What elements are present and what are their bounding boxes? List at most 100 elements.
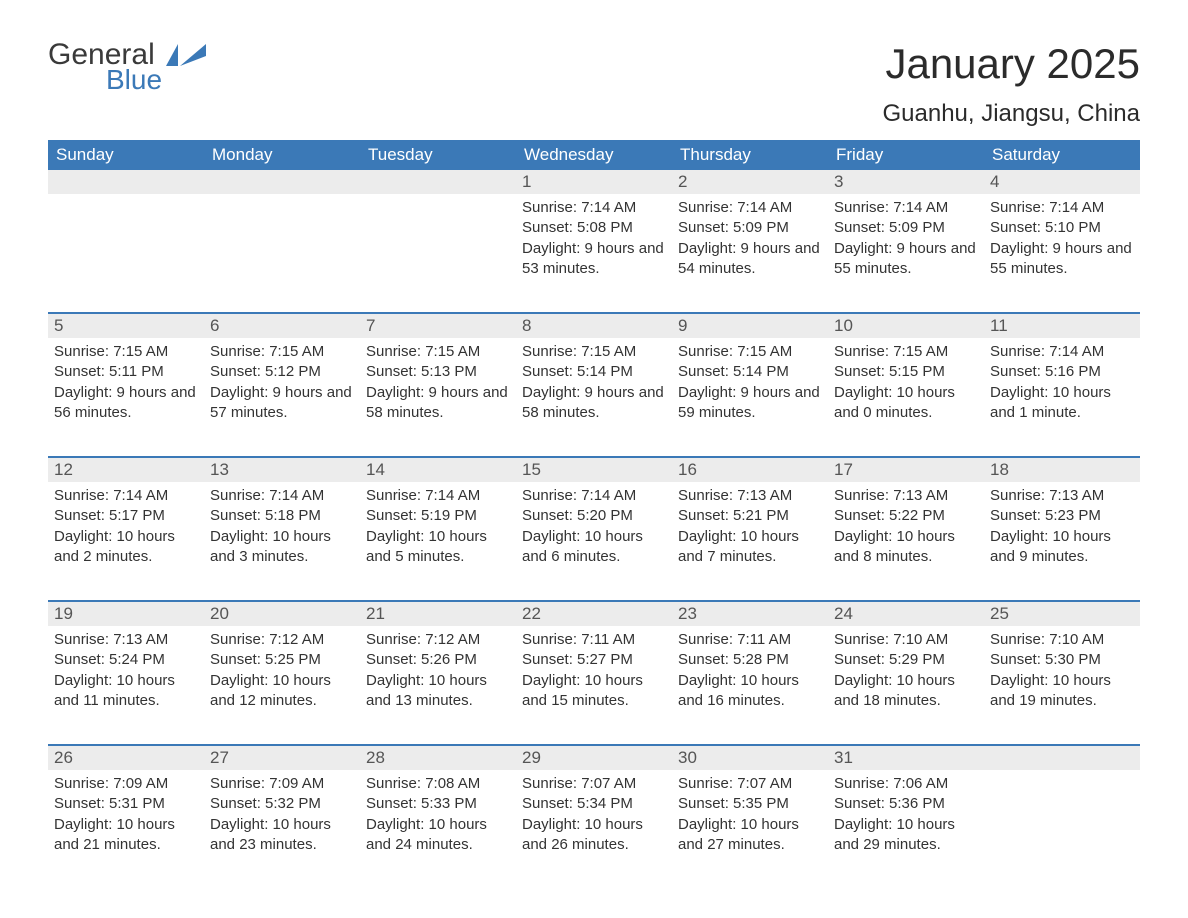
sunset-text: Sunset: 5:34 PM [522,794,666,814]
sunset-text: Sunset: 5:15 PM [834,362,978,382]
header: General Blue January 2025 Guanhu, Jiangs… [48,40,1140,128]
day-cell [48,170,204,298]
day-details: Sunrise: 7:07 AMSunset: 5:35 PMDaylight:… [672,770,828,861]
day-cell: 2Sunrise: 7:14 AMSunset: 5:09 PMDaylight… [672,170,828,298]
day-cell: 28Sunrise: 7:08 AMSunset: 5:33 PMDayligh… [360,746,516,874]
day-cell: 20Sunrise: 7:12 AMSunset: 5:25 PMDayligh… [204,602,360,730]
sunset-text: Sunset: 5:29 PM [834,650,978,670]
week-row: 19Sunrise: 7:13 AMSunset: 5:24 PMDayligh… [48,600,1140,730]
day-cell: 16Sunrise: 7:13 AMSunset: 5:21 PMDayligh… [672,458,828,586]
day-cell: 19Sunrise: 7:13 AMSunset: 5:24 PMDayligh… [48,602,204,730]
day-cell: 7Sunrise: 7:15 AMSunset: 5:13 PMDaylight… [360,314,516,442]
sunrise-text: Sunrise: 7:07 AM [522,774,666,794]
sunset-text: Sunset: 5:16 PM [990,362,1134,382]
daylight-text: Daylight: 10 hours and 26 minutes. [522,815,666,856]
day-cell [360,170,516,298]
day-cell: 29 Sunrise: 7:07 AMSunset: 5:34 PMDayligh… [516,746,672,874]
day-cell: 17Sunrise: 7:13 AMSunset: 5:22 PMDayligh… [828,458,984,586]
day-header: Wednesday [516,140,672,170]
daylight-text: Daylight: 10 hours and 11 minutes. [54,671,198,712]
day-details: Sunrise: 7:13 AMSunset: 5:21 PMDaylight:… [672,482,828,573]
date-number: 29 [516,746,672,770]
sunrise-text: Sunrise: 7:07 AM [678,774,822,794]
page-subtitle: Guanhu, Jiangsu, China [882,100,1140,128]
day-cell: 10Sunrise: 7:15 AMSunset: 5:15 PMDayligh… [828,314,984,442]
sunset-text: Sunset: 5:31 PM [54,794,198,814]
day-details [204,194,360,204]
date-number: 31 [828,746,984,770]
day-cell: 9Sunrise: 7:15 AMSunset: 5:14 PMDaylight… [672,314,828,442]
page-title: January 2025 [882,40,1140,88]
day-details: Sunrise: 7:14 AMSunset: 5:16 PMDaylight:… [984,338,1140,429]
date-number: 30 [672,746,828,770]
sunrise-text: Sunrise: 7:13 AM [678,486,822,506]
daylight-text: Daylight: 9 hours and 59 minutes. [678,383,822,424]
sunset-text: Sunset: 5:35 PM [678,794,822,814]
day-cell: 8Sunrise: 7:15 AMSunset: 5:14 PMDaylight… [516,314,672,442]
date-number: 17 [828,458,984,482]
day-cell: 1Sunrise: 7:14 AMSunset: 5:08 PMDaylight… [516,170,672,298]
date-number: 19 [48,602,204,626]
week-row: 5Sunrise: 7:15 AMSunset: 5:11 PMDaylight… [48,312,1140,442]
sunrise-text: Sunrise: 7:14 AM [990,198,1134,218]
day-details: Sunrise: 7:09 AMSunset: 5:31 PMDaylight:… [48,770,204,861]
date-number: 23 [672,602,828,626]
daylight-text: Daylight: 10 hours and 5 minutes. [366,527,510,568]
day-details: Sunrise: 7:15 AMSunset: 5:11 PMDaylight:… [48,338,204,429]
date-number: 4 [984,170,1140,194]
day-cell: 13Sunrise: 7:14 AMSunset: 5:18 PMDayligh… [204,458,360,586]
sunrise-text: Sunrise: 7:14 AM [54,486,198,506]
day-details [360,194,516,204]
sunrise-text: Sunrise: 7:13 AM [54,630,198,650]
date-number: 20 [204,602,360,626]
date-number: 5 [48,314,204,338]
sunrise-text: Sunrise: 7:06 AM [834,774,978,794]
day-cell: 14Sunrise: 7:14 AMSunset: 5:19 PMDayligh… [360,458,516,586]
date-number: 6 [204,314,360,338]
day-cell: 4Sunrise: 7:14 AMSunset: 5:10 PMDaylight… [984,170,1140,298]
day-cell: 15Sunrise: 7:14 AMSunset: 5:20 PMDayligh… [516,458,672,586]
day-cell: 21Sunrise: 7:12 AMSunset: 5:26 PMDayligh… [360,602,516,730]
sunrise-text: Sunrise: 7:10 AM [990,630,1134,650]
day-details: Sunrise: 7:14 AMSunset: 5:20 PMDaylight:… [516,482,672,573]
week-row: 12Sunrise: 7:14 AMSunset: 5:17 PMDayligh… [48,456,1140,586]
day-details: Sunrise: 7:13 AMSunset: 5:24 PMDaylight:… [48,626,204,717]
daylight-text: Daylight: 10 hours and 19 minutes. [990,671,1134,712]
day-cell: 11Sunrise: 7:14 AMSunset: 5:16 PMDayligh… [984,314,1140,442]
date-number: 22 [516,602,672,626]
date-number: 12 [48,458,204,482]
sunrise-text: Sunrise: 7:09 AM [54,774,198,794]
day-details: Sunrise: 7:15 AMSunset: 5:14 PMDaylight:… [516,338,672,429]
day-cell: 22Sunrise: 7:11 AMSunset: 5:27 PMDayligh… [516,602,672,730]
sunrise-text: Sunrise: 7:13 AM [990,486,1134,506]
date-number: 7 [360,314,516,338]
sunset-text: Sunset: 5:26 PM [366,650,510,670]
day-header: Saturday [984,140,1140,170]
sunrise-text: Sunrise: 7:11 AM [522,630,666,650]
sunset-text: Sunset: 5:14 PM [678,362,822,382]
sunset-text: Sunset: 5:12 PM [210,362,354,382]
date-number: 25 [984,602,1140,626]
sunset-text: Sunset: 5:30 PM [990,650,1134,670]
calendar: SundayMondayTuesdayWednesdayThursdayFrid… [48,140,1140,874]
day-details: Sunrise: 7:10 AMSunset: 5:30 PMDaylight:… [984,626,1140,717]
flag-icon [166,44,206,66]
date-number: 8 [516,314,672,338]
day-details [984,770,1140,780]
daylight-text: Daylight: 10 hours and 16 minutes. [678,671,822,712]
daylight-text: Daylight: 9 hours and 53 minutes. [522,239,666,280]
date-number: 9 [672,314,828,338]
daylight-text: Daylight: 10 hours and 2 minutes. [54,527,198,568]
date-number: 10 [828,314,984,338]
sunrise-text: Sunrise: 7:08 AM [366,774,510,794]
daylight-text: Daylight: 9 hours and 58 minutes. [366,383,510,424]
daylight-text: Daylight: 10 hours and 1 minute. [990,383,1134,424]
day-cell: 23Sunrise: 7:11 AMSunset: 5:28 PMDayligh… [672,602,828,730]
sunrise-text: Sunrise: 7:12 AM [210,630,354,650]
day-details: Sunrise: 7:11 AMSunset: 5:27 PMDaylight:… [516,626,672,717]
daylight-text: Daylight: 10 hours and 6 minutes. [522,527,666,568]
sunset-text: Sunset: 5:17 PM [54,506,198,526]
daylight-text: Daylight: 9 hours and 57 minutes. [210,383,354,424]
sunset-text: Sunset: 5:18 PM [210,506,354,526]
sunset-text: Sunset: 5:09 PM [678,218,822,238]
